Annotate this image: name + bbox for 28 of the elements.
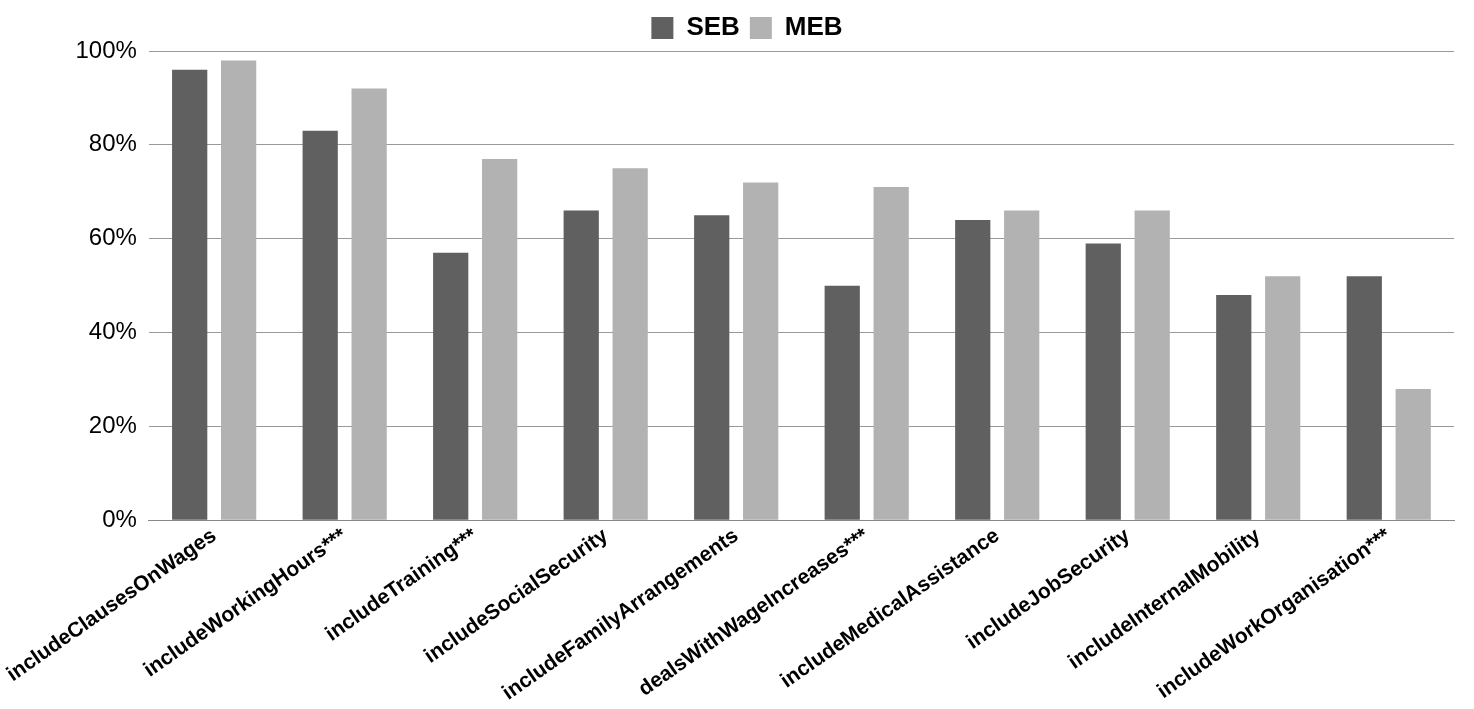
bar	[1265, 276, 1301, 520]
bar	[172, 69, 208, 520]
bar	[824, 285, 860, 520]
bar	[694, 215, 730, 520]
y-tick-label: 40%	[88, 317, 137, 345]
bar	[221, 60, 257, 520]
y-tick-label: 100%	[75, 35, 137, 63]
y-tick-label: 0%	[102, 505, 137, 532]
y-tick-label: 20%	[88, 411, 137, 439]
bar	[1085, 243, 1121, 520]
bar	[743, 182, 779, 520]
bar	[1395, 388, 1431, 520]
bar	[955, 219, 991, 520]
legend-label: SEB	[686, 11, 740, 42]
bar	[873, 187, 909, 520]
bar	[351, 88, 387, 520]
bar	[1216, 295, 1252, 520]
bar	[302, 130, 338, 520]
bar	[433, 252, 469, 520]
y-tick-label: 80%	[88, 129, 137, 157]
bar	[1134, 210, 1170, 520]
bar	[612, 168, 648, 520]
bar	[563, 210, 599, 520]
bar	[1004, 210, 1040, 520]
y-tick-label: 60%	[88, 223, 137, 251]
bar	[482, 158, 518, 520]
bar	[1346, 276, 1382, 520]
legend-label: MEB	[784, 11, 843, 42]
